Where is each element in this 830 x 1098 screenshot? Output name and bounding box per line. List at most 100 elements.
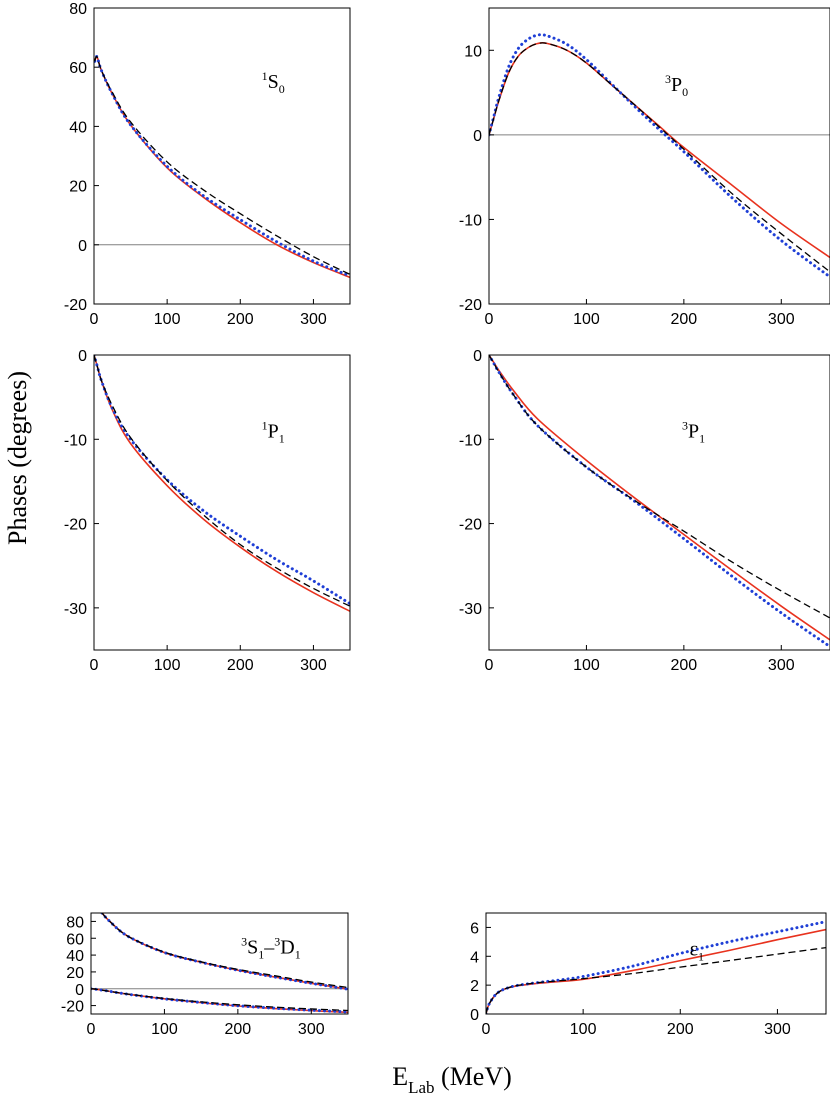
x-tick-label: 100 [570,1021,597,1038]
series-group [94,55,350,279]
x-tick-label: 300 [300,657,327,674]
y-tick-label: -20 [459,297,482,314]
panel-frame [488,354,830,651]
y-tick-label: 0 [473,348,482,365]
y-tick-label: 0 [78,238,87,255]
panel-label: ε1 [690,938,704,963]
label-sup: 3 [274,934,280,948]
series-line-blue_dotted [489,33,830,279]
panel-eps1: 0 100 200 300 0 2 4 6 ε1 [470,912,827,1038]
label-sub: 0 [279,82,285,96]
x-tick-label: 200 [225,1021,252,1038]
series-line-red_solid [489,42,830,259]
y-tick-label: 80 [66,914,84,931]
series-line-blue_dotted [489,355,830,649]
series-line-red_solid [94,355,350,612]
y-tick-label: 60 [69,60,87,77]
x-tick-label: 300 [768,657,795,674]
series-group [489,355,830,649]
y-tick-label: 10 [464,43,482,60]
label-sub: 1 [699,432,705,446]
y-tick-label: 6 [470,920,479,937]
y-tick-label: -30 [64,601,87,618]
series-line-black_dashed [94,355,350,607]
panel-label: 3P0 [665,72,688,99]
y-axis-title: Phases (degrees) [3,371,32,545]
x-tick-label: 100 [154,657,181,674]
x-tick-label: 300 [764,1021,791,1038]
x-tick-label: 300 [768,311,795,328]
x-tick-label: 0 [485,657,494,674]
label-main: P [688,421,699,443]
x-tick-label: 100 [154,311,181,328]
x-tick-label: 0 [482,1021,491,1038]
series-line-red_solid [489,355,830,641]
series-line-black_dashed [489,355,830,619]
y-tick-label: 0 [78,348,87,365]
series-line-blue_dotted [94,55,350,278]
label-main: D [280,936,294,958]
y-tick-label: 60 [66,931,84,948]
label-sup: 3 [682,419,688,433]
series-line-black_dashed [486,946,826,1014]
label-sub: 1 [279,432,285,446]
panel-label: 3S1–3D1 [241,934,301,961]
x-tick-label: 200 [671,657,698,674]
panel-label: 1P1 [262,419,285,446]
label-sub: 1 [698,949,704,963]
y-tick-label: -20 [64,517,87,534]
y-tick-label: 80 [69,1,87,18]
panel-frame [93,7,351,305]
series-line-red_solid [101,913,348,990]
x-tick-label: 0 [485,311,494,328]
y-tick-label: 4 [470,949,479,966]
x-tick-label: 0 [87,1021,96,1038]
y-tick-label: 40 [69,119,87,136]
series-group [489,33,830,279]
x-tick-label: 200 [227,657,254,674]
panel-frame [485,912,827,1015]
series-group [94,355,350,612]
panel-label: 1S0 [262,69,285,96]
y-tick-label: 20 [66,965,84,982]
y-tick-label: -20 [459,517,482,534]
x-axis-title: ELab (MeV) [392,1062,512,1097]
label-main: ε [690,938,698,960]
series-line-blue_dotted [91,987,348,1014]
x-tick-label: 300 [298,1021,325,1038]
x-tick-label: 100 [573,657,600,674]
y-tick-label: -20 [61,999,84,1016]
x-axis-title-main: E [392,1062,408,1091]
label-sub: 0 [682,85,688,99]
x-tick-label: 0 [90,311,99,328]
series-line-blue_dotted [486,920,826,1014]
y-tick-label: 0 [470,1007,479,1024]
y-tick-label: 20 [69,179,87,196]
y-tick-label: 40 [66,948,84,965]
label-sub: 1 [258,947,264,961]
series-group [486,920,826,1014]
x-tick-label: 200 [671,311,698,328]
series-line-black_dashed [101,913,348,989]
y-tick-label: 0 [473,128,482,145]
panel-1P1: 0 100 200 300 -30 -20 -10 0 1P1 [64,348,351,674]
series-line-red_solid [486,928,826,1014]
label-main: P [671,74,682,96]
panel-frame [93,354,351,651]
x-tick-label: 200 [227,311,254,328]
series-line-black_dashed [94,55,350,275]
label-sup: 1 [262,69,268,83]
label-dash: – [263,936,275,958]
panel-frame [488,7,830,305]
series-line-blue_dotted [100,913,348,991]
x-axis-title-sub: Lab [408,1078,434,1097]
label-sup: 3 [665,72,671,86]
x-tick-label: 100 [151,1021,178,1038]
label-sub: 1 [295,947,301,961]
x-axis-title-unit: (MeV) [435,1062,512,1091]
x-tick-label: 0 [90,657,99,674]
